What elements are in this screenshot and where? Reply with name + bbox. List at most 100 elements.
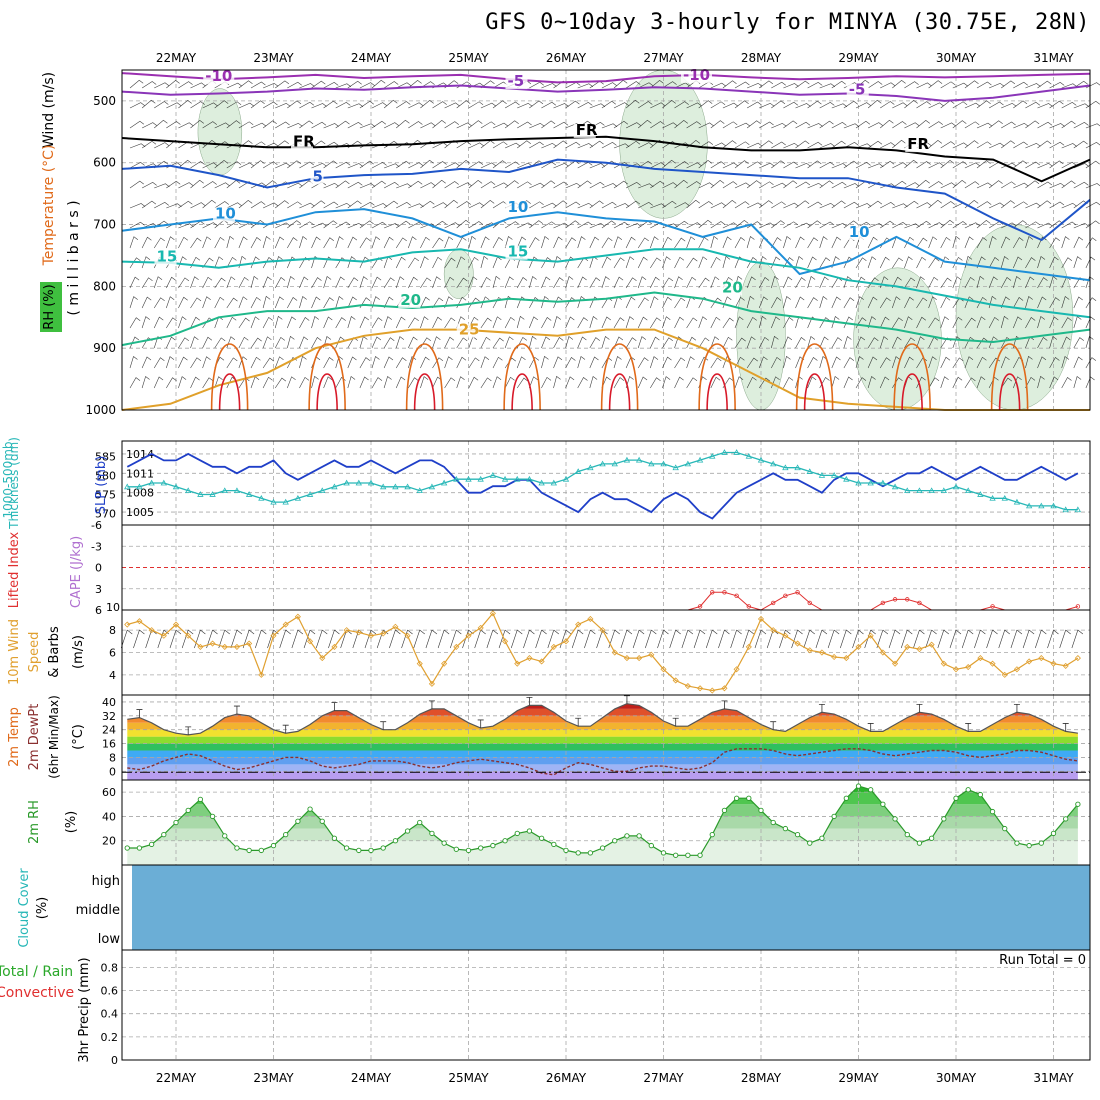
wind-barb [553, 103, 569, 109]
thickness-point [562, 475, 570, 482]
wind-barb [807, 182, 823, 189]
wind-barb [795, 103, 811, 109]
wind-barb [638, 119, 652, 129]
wind-barb [686, 236, 696, 249]
thickness-point [282, 498, 289, 505]
wind-barb [396, 82, 412, 89]
surface-wind-barb [315, 629, 328, 649]
wind-barb [166, 276, 176, 289]
wind-barb [178, 223, 194, 229]
wind-barb [904, 256, 913, 269]
wind-barb [1073, 316, 1082, 329]
wind-speed-point [1074, 655, 1081, 662]
contour-label: FR [293, 133, 315, 151]
wind-barb [371, 276, 382, 289]
wind-barb [843, 220, 858, 229]
temp-minmax [477, 719, 484, 728]
wind-barb [456, 337, 468, 349]
thickness-point [343, 479, 350, 486]
wind-barb [650, 296, 659, 309]
top-day-label: 31MAY [1033, 51, 1074, 65]
wind-barb [855, 162, 871, 169]
wind-barb [323, 237, 334, 249]
wind-barb [323, 316, 333, 329]
wind-barb [686, 162, 702, 169]
wind-barb [976, 81, 992, 89]
wind-barb [529, 275, 537, 289]
wind-barb [637, 357, 649, 369]
thickness-point [1025, 502, 1033, 509]
wind-barb [1037, 200, 1052, 209]
wind-barb [202, 121, 217, 129]
wind-barb [492, 122, 509, 129]
wind-barb [444, 236, 454, 249]
rh-patch [197, 88, 243, 176]
wind-barb [650, 356, 659, 369]
wind-barb [468, 101, 484, 109]
wind-barb [299, 317, 310, 329]
contour-label: 20 [400, 291, 421, 309]
wind-speed-point [514, 660, 521, 667]
wind-barb [347, 140, 362, 149]
wind-barb [262, 82, 279, 89]
wind-barb [807, 123, 823, 129]
wind-barb [940, 296, 951, 309]
wind-barb [287, 297, 298, 309]
surface-wind-barb [669, 629, 681, 649]
wind-barb [783, 202, 799, 209]
contour-label: FR [576, 121, 598, 139]
wind-barb [408, 203, 424, 209]
thickness-point [855, 479, 862, 486]
wind-barb [613, 203, 630, 209]
wind-barb [480, 336, 491, 349]
thickness-point [696, 456, 704, 463]
wind-barb [214, 122, 230, 129]
wind-barb [819, 180, 834, 189]
wind-barb [1001, 80, 1016, 89]
wind-barb [892, 80, 906, 89]
wind-barb [746, 142, 763, 149]
wind-barb [1061, 102, 1077, 109]
wind-barb [311, 222, 327, 229]
wind-barb [759, 121, 774, 129]
li-point [917, 600, 922, 606]
wind-barb [928, 317, 940, 329]
wind-barb [529, 122, 545, 129]
rh2m-point [319, 818, 325, 824]
wind-barb [613, 120, 629, 129]
wind-barb [553, 375, 561, 389]
rh2m-point [343, 845, 350, 851]
thickness-point [197, 491, 204, 497]
upper-ytick-label: 1000 [85, 403, 116, 417]
wind-barb [383, 182, 399, 189]
wind-barb [214, 376, 223, 389]
wind-barb [710, 161, 726, 169]
wind-barb [565, 141, 581, 149]
contour-label-bg [905, 138, 928, 153]
wind-barb [153, 276, 163, 289]
wind-barb [504, 316, 515, 329]
wind-barb [262, 295, 271, 309]
surface-wind-barb [986, 629, 998, 649]
wind-barb [964, 140, 979, 149]
wind-barb [1085, 237, 1097, 249]
wind-barb [940, 122, 956, 129]
contour-label-bg [505, 201, 528, 216]
wind-barb [928, 140, 943, 149]
thickness-point [648, 460, 655, 467]
surface-wind-barb [937, 629, 950, 649]
rh2m-point [819, 835, 825, 841]
wind-speed-point [1026, 658, 1033, 665]
contour-label-bg [291, 135, 313, 150]
rh2m-point [429, 830, 435, 837]
wind-barb [335, 336, 345, 349]
wind-barb [722, 162, 738, 169]
wind-speed-point [1038, 655, 1045, 662]
surface-wind-barb [401, 629, 413, 649]
contour-label-bg [456, 323, 479, 338]
wind-barb [710, 336, 720, 349]
li-point [807, 600, 812, 606]
rh2m-point [270, 842, 277, 849]
wind-barb [553, 296, 563, 309]
wind-barb [783, 317, 794, 329]
